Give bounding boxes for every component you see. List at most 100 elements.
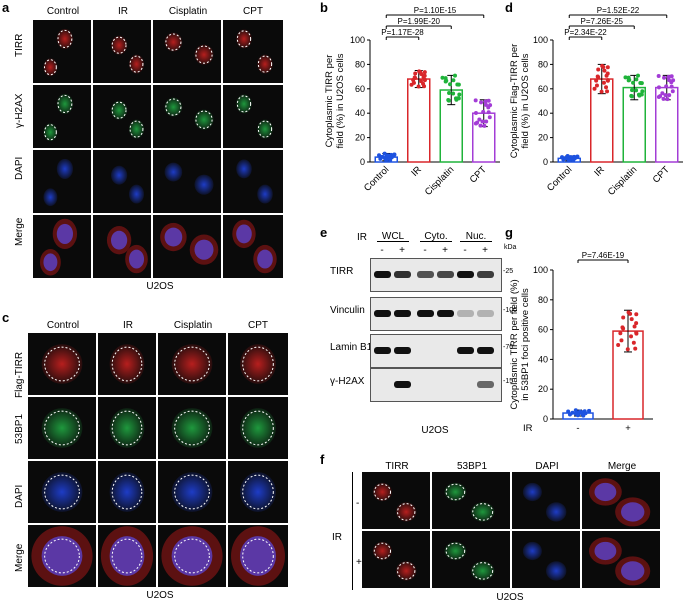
data-point — [628, 311, 633, 316]
data-point — [560, 155, 565, 160]
panel-a-col-control: Control — [46, 6, 80, 17]
data-point — [635, 73, 640, 78]
data-point — [448, 82, 453, 87]
panel-f-cell-line: U2OS — [496, 592, 524, 603]
x-tick-label: Control — [545, 164, 574, 193]
blot-lane-sign: + — [399, 245, 405, 256]
data-point — [670, 89, 675, 94]
data-point — [631, 80, 636, 85]
data-point — [656, 73, 661, 78]
data-point — [604, 85, 609, 90]
data-point — [667, 93, 672, 98]
panel-c-tile-r0-c0 — [28, 333, 96, 395]
panel-c-tile-r0-c2 — [158, 333, 226, 395]
panel-c-tile-r3-c3 — [228, 525, 288, 587]
blot-lane-sign: - — [380, 245, 384, 256]
data-point — [625, 347, 630, 352]
data-point — [377, 153, 382, 158]
data-point — [656, 94, 661, 99]
panel-e-cell-line: U2OS — [421, 425, 449, 436]
data-point — [601, 64, 606, 69]
data-point — [483, 99, 488, 104]
data-point — [483, 102, 488, 107]
blot-marker-kda: -100 — [503, 307, 518, 314]
panel-a-tile-r1-c3 — [223, 85, 283, 148]
panel-a-tile-r1-c1 — [93, 85, 151, 148]
data-point — [573, 408, 578, 413]
y-tick-label: 0 — [360, 157, 365, 167]
data-point — [457, 92, 462, 97]
y-tick-label: 80 — [538, 295, 548, 305]
data-point — [484, 119, 489, 124]
panel-letter-e: e — [320, 225, 328, 240]
panel-c-col-ir: IR — [123, 320, 133, 331]
panel-f-col-dapi: DAPI — [535, 461, 559, 472]
p-value-label: P=1.17E-28 — [381, 28, 424, 37]
data-point — [592, 86, 597, 91]
data-point — [486, 98, 491, 103]
data-point — [623, 75, 628, 80]
panel-a-tile-r2-c2 — [153, 150, 221, 213]
panel-c-tile-r0-c1 — [98, 333, 156, 395]
data-point — [627, 77, 632, 82]
data-point — [473, 98, 478, 103]
y-tick-label: 0 — [543, 157, 548, 167]
blot-membrane — [370, 334, 502, 368]
y-tick-label: 20 — [538, 133, 548, 143]
panel-f-col-tirr: TIRR — [385, 461, 409, 472]
blot-lane-sign: + — [482, 245, 488, 256]
x-tick-label: Cisplatin — [423, 164, 457, 198]
blot-protein-label: Vinculin — [330, 305, 365, 316]
data-point — [629, 317, 634, 322]
x-axis-label: IR — [523, 423, 533, 434]
panel-a-tile-r0-c1 — [93, 20, 151, 83]
panel-f-tile-r0-c0 — [362, 472, 430, 529]
p-value-label: P=1.52E-22 — [597, 6, 640, 15]
y-axis-label: Cytoplasmic TIRR perfield (%) in U2OS ce… — [324, 53, 346, 148]
blot-protein-label: TIRR — [330, 266, 354, 277]
data-point — [418, 70, 423, 75]
p-value-label: P=1.10E-15 — [414, 6, 457, 15]
panel-c-tile-r3-c0 — [28, 525, 96, 587]
y-tick-label: 100 — [350, 35, 365, 45]
data-point — [444, 78, 449, 83]
data-point — [566, 409, 571, 414]
panel-c-tile-r1-c2 — [158, 397, 226, 459]
data-point — [452, 73, 457, 78]
panel-a-tile-r2-c0 — [33, 150, 91, 213]
panel-a-tile-r3-c1 — [93, 215, 151, 278]
blot-marker-kda: -15 — [503, 378, 514, 385]
y-axis-label: Cytoplasmic TIRR per field (%)in 53BP1 f… — [509, 279, 531, 409]
panel-a-row-dapi: DAPI — [14, 156, 25, 180]
x-tick-label: + — [625, 423, 631, 434]
panel-f-row-minus: - — [356, 498, 360, 509]
blot-lane-sign: + — [442, 245, 448, 256]
data-point — [456, 96, 461, 101]
y-tick-label: 60 — [355, 84, 365, 94]
data-point — [480, 119, 485, 124]
panel-a-row-merge: Merge — [14, 217, 25, 246]
data-point — [575, 154, 580, 159]
data-point — [656, 85, 661, 90]
p-value-label: P=1.99E-20 — [398, 17, 441, 26]
chart-b: 0 20 40 60 80 100 Cytoplasmic TIRR perfield (%… — [324, 6, 500, 198]
data-point — [478, 123, 483, 128]
data-point — [440, 75, 445, 80]
data-point — [629, 93, 634, 98]
data-point — [629, 334, 634, 339]
panel-a-tile-r1-c2 — [153, 85, 221, 148]
panel-c-tile-r0-c3 — [228, 333, 288, 395]
panel-a-tile-r1-c0 — [33, 85, 91, 148]
data-point — [634, 321, 639, 326]
data-point — [601, 80, 606, 85]
data-point — [634, 88, 639, 93]
y-tick-label: 60 — [538, 325, 548, 335]
data-point — [634, 312, 639, 317]
p-value-label: P=7.26E-25 — [581, 17, 624, 26]
p-value-label: P=2.34E-22 — [564, 28, 607, 37]
panel-c-row-53bp1: 53BP1 — [14, 413, 25, 444]
x-tick-label: CPT — [651, 164, 672, 185]
panel-letter-g: g — [505, 225, 513, 240]
